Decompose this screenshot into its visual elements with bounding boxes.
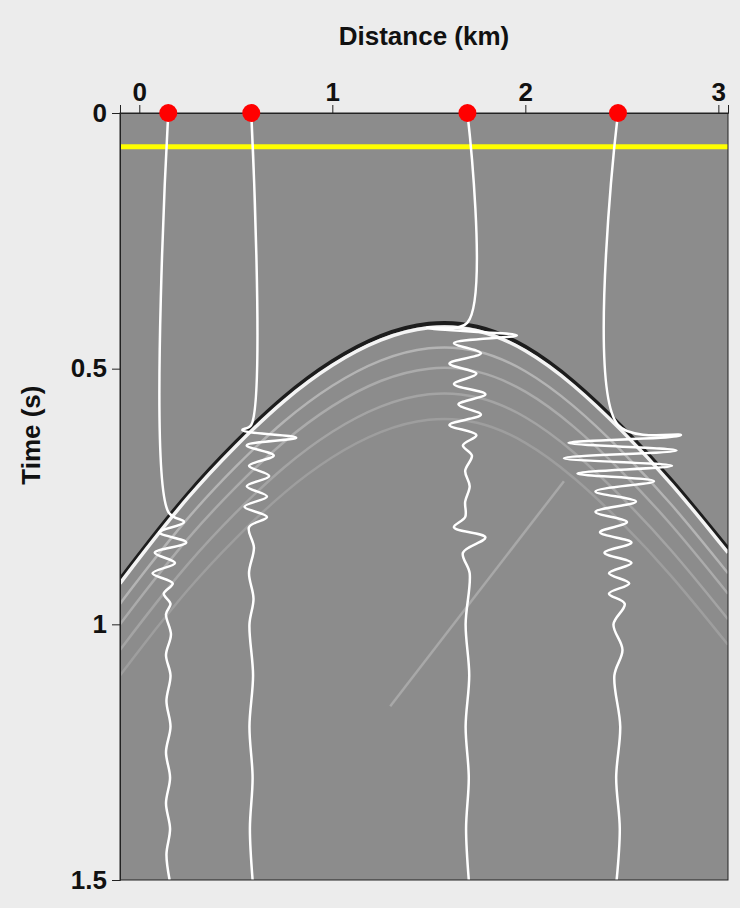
tick: 0.5 [71,353,120,383]
plot: 0 1 2 3 0 0.5 1 1.5 [71,77,729,895]
receiver [159,104,177,122]
x-axis-title: Distance (km) [339,21,510,51]
tick-mark [112,624,120,625]
receiver [242,104,260,122]
tick-label: 2 [519,77,533,107]
tick: 3 [712,77,726,113]
plot-background [120,113,728,880]
tick-label: 1.5 [71,865,107,895]
wiggle-trace [564,113,681,880]
tick-mark [112,113,120,114]
y-axis-title: Time (s) [16,386,46,485]
tick: 0 [133,77,147,113]
tick: 1 [93,609,120,639]
tick-mark [112,369,120,370]
axis-line [112,114,121,881]
receivers [159,104,627,122]
tick-mark [112,880,120,881]
event [120,419,728,676]
tick-label: 0.5 [71,353,107,383]
plot-frame [120,113,728,880]
y-axis: 0 0.5 1 1.5 [71,98,121,895]
event [120,327,728,584]
event [120,393,728,650]
tick: 0 [93,98,120,128]
tick: 1 [326,77,340,113]
chart: 0 1 2 3 0 0.5 1 1.5 Distance (km) Time (s) [0,0,740,908]
time-line [120,144,728,149]
axis-line [121,105,729,114]
event [390,481,564,706]
tick-label: 3 [712,77,726,107]
tick-label: 1 [326,77,340,107]
event-shadow [120,323,728,580]
tick-label: 1 [93,609,107,639]
receiver [458,104,476,122]
wiggle-trace [153,113,187,880]
marks [120,113,728,880]
event [120,368,728,625]
wiggle-trace [427,113,517,880]
tick-label: 0 [133,77,147,107]
wiggle-trace [242,113,296,880]
receiver [609,104,627,122]
tick-label: 0 [93,98,107,128]
tick: 2 [519,77,533,113]
x-axis: 0 1 2 3 [121,77,729,114]
tick: 1.5 [71,865,120,895]
